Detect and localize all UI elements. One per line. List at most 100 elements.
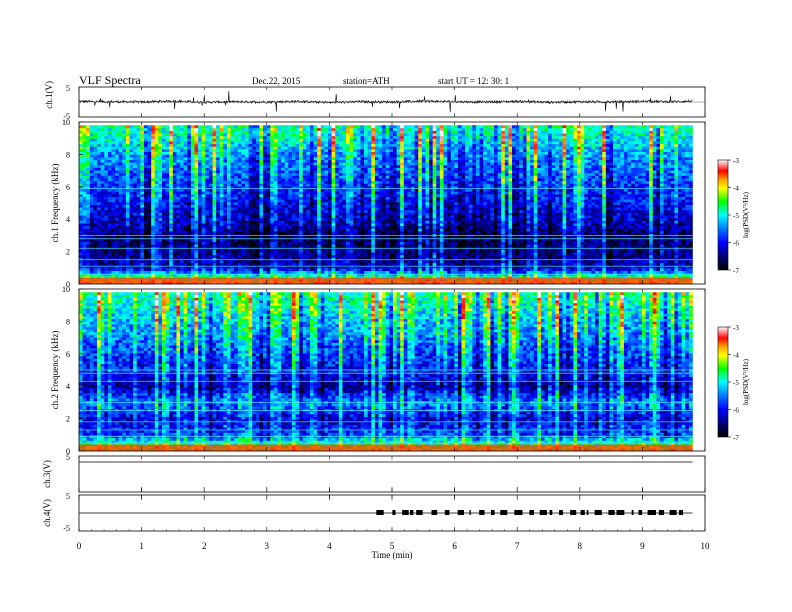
ch1-spectrogram-cell xyxy=(220,268,224,271)
ch1-spectrogram-cell xyxy=(173,223,177,226)
ch1-spectrogram-cell xyxy=(328,242,332,245)
ch1-spectrogram-cell xyxy=(393,242,397,245)
ch1-spectrogram-cell xyxy=(176,255,180,258)
ch1-spectrogram-cell xyxy=(306,255,310,258)
ch1-spectrogram-cell xyxy=(545,255,549,258)
ch1-spectrogram-cell xyxy=(144,242,148,245)
ch1-spectrogram-cell xyxy=(541,215,545,218)
ch1-spectrogram-cell xyxy=(162,205,166,208)
ch1-spectrogram-cell xyxy=(609,210,613,213)
ch1-spectrogram-cell xyxy=(649,221,653,224)
ch1-spectrogram-cell xyxy=(213,213,217,216)
ch1-spectrogram-cell xyxy=(111,218,115,221)
ch1-spectrogram-cell xyxy=(422,218,426,221)
ch1-spectrogram-cell xyxy=(415,268,419,271)
vlf-spectra-figure: VLF Spectra Dec.22, 2015 station=ATH sta… xyxy=(0,0,792,612)
ch1-spectrogram-cell xyxy=(440,271,444,274)
ch1-spectrogram-cell xyxy=(90,228,94,231)
ch1-spectrogram-cell xyxy=(407,239,411,242)
ch1-spectrogram-cell xyxy=(108,215,112,218)
ch1-spectrogram-cell xyxy=(288,250,292,253)
ch1-spectrogram-cell xyxy=(90,205,94,208)
ch1-spectrogram-cell xyxy=(415,215,419,218)
ch1-spectrogram-cell xyxy=(606,268,610,271)
ch1-spectrogram-cell xyxy=(277,207,281,210)
ch1-spectrogram-cell xyxy=(674,228,678,231)
ch1-spectrogram-cell xyxy=(483,210,487,213)
ch1-spectrogram-cell xyxy=(505,215,509,218)
ch1-spectrogram-cell xyxy=(227,215,231,218)
ch1-spectrogram-cell xyxy=(400,221,404,224)
ch1-spectrogram-cell xyxy=(404,210,408,213)
ch1-spectrogram-cell xyxy=(490,218,494,221)
ch1-spectrogram-cell xyxy=(296,231,300,234)
ch1-spectrogram-cell xyxy=(281,260,285,263)
ch1-spectrogram-cell xyxy=(555,255,559,258)
ch1-spectrogram-cell xyxy=(133,260,137,263)
ch1-spectrogram-cell xyxy=(314,239,318,242)
ch1-spectrogram-cell xyxy=(581,221,585,224)
ch1-spectrogram-cell xyxy=(465,263,469,266)
ch1-spectrogram-cell xyxy=(566,215,570,218)
ch1-spectrogram-cell xyxy=(213,242,217,245)
ch1-spectrogram-cell xyxy=(606,223,610,226)
ch1-spectrogram-cell xyxy=(122,213,126,216)
ch1-spectrogram-cell xyxy=(685,255,689,258)
ch1-spectrogram-cell xyxy=(122,215,126,218)
ch1-spectrogram-cell xyxy=(220,218,224,221)
ch1-spectrogram-cell xyxy=(209,244,213,247)
ch1-spectrogram-cell xyxy=(508,213,512,216)
ch1-spectrogram-cell xyxy=(176,210,180,213)
ch1-spectrogram-cell xyxy=(609,213,613,216)
ch1-spectrogram-cell xyxy=(303,228,307,231)
ch1-spectrogram-cell xyxy=(552,215,556,218)
ch1-spectrogram-cell xyxy=(213,221,217,224)
ch1-spectrogram-cell xyxy=(526,244,530,247)
ch1-spectrogram-cell xyxy=(628,263,632,266)
ch1-spectrogram-cell xyxy=(130,213,134,216)
ch1-spectrogram-cell xyxy=(231,268,235,271)
ch1-spectrogram-cell xyxy=(537,218,541,221)
ch1-spectrogram-cell xyxy=(252,223,256,226)
ch1-spectrogram-cell xyxy=(548,228,552,231)
ch1-spectrogram-cell xyxy=(516,271,520,274)
ch1-spectrogram-cell xyxy=(122,207,126,210)
ch1-spectrogram-cell xyxy=(386,260,390,263)
ch1-spectrogram-cell xyxy=(646,239,650,242)
ch1-spectrogram-cell xyxy=(476,244,480,247)
ch1-spectrogram-cell xyxy=(646,221,650,224)
ch1-spectrogram-cell xyxy=(339,231,343,234)
ch1-spectrogram-cell xyxy=(126,221,130,224)
ch1-spectrogram-cell xyxy=(360,268,364,271)
ch1-spectrogram-cell xyxy=(122,231,126,234)
ch1-spectrogram-cell xyxy=(382,260,386,263)
ch1-spectrogram-cell xyxy=(389,252,393,255)
ch1-spectrogram-cell xyxy=(685,242,689,245)
ch1-spectrogram-cell xyxy=(386,271,390,274)
ch1-spectrogram-cell xyxy=(324,231,328,234)
ch1-spectrogram-cell xyxy=(379,213,383,216)
ch1-spectrogram-cell xyxy=(151,207,155,210)
ch1-spectrogram-cell xyxy=(231,252,235,255)
ch1-spectrogram-cell xyxy=(274,242,278,245)
ch1-spectrogram-cell xyxy=(451,250,455,253)
ch1-spectrogram-cell xyxy=(137,223,141,226)
ch1-spectrogram-cell xyxy=(350,215,354,218)
ch1-spectrogram-cell xyxy=(433,268,437,271)
ch1-spectrogram-cell xyxy=(86,250,90,253)
ch1-spectrogram-cell xyxy=(194,271,198,274)
ch1-spectrogram-cell xyxy=(393,210,397,213)
ch1-spectrogram-cell xyxy=(671,255,675,258)
ch1-spectrogram-cell xyxy=(209,255,213,258)
ch1-spectrogram-cell xyxy=(407,223,411,226)
ch1-spectrogram-cell xyxy=(144,250,148,253)
ch1-spectrogram-cell xyxy=(332,239,336,242)
ch1-spectrogram-cell xyxy=(288,223,292,226)
ch1-spectrogram-cell xyxy=(360,213,364,216)
ch1-spectrogram-cell xyxy=(184,228,188,231)
ch1-spectrogram-cell xyxy=(620,250,624,253)
ch1-spectrogram-cell xyxy=(490,221,494,224)
ch1-spectrogram-cell xyxy=(335,210,339,213)
ch1-spectrogram-cell xyxy=(328,244,332,247)
ch1-spectrogram-cell xyxy=(350,250,354,253)
